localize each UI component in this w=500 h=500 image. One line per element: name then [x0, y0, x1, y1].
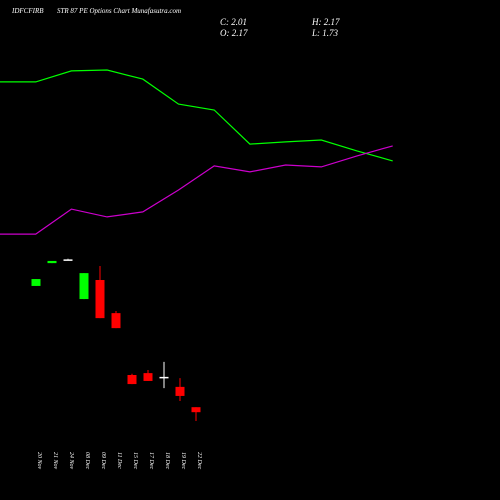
candle-body — [159, 376, 169, 379]
ohlc-label: L: 1.73 — [311, 28, 339, 38]
x-tick-label: 15 Dec — [132, 452, 138, 469]
x-tick-label: 19 Dec — [180, 452, 186, 469]
x-tick-label: 22 Dec — [196, 452, 202, 469]
x-tick-label: 24 Nov — [68, 452, 75, 470]
candle-body — [47, 260, 57, 264]
x-tick-label: 11 Dec — [116, 452, 122, 469]
ohlc-label: O: 2.17 — [220, 28, 248, 38]
chart-subtitle: STR 87 PE Options Chart Munafasutra.com — [57, 7, 181, 15]
x-tick-label: 20 Nov — [36, 452, 42, 470]
candle-body — [95, 280, 105, 319]
ohlc-label: H: 2.17 — [311, 17, 340, 27]
chart-title: IDFCFIRB — [11, 7, 44, 15]
indicator-line — [0, 69, 393, 162]
x-tick-label: 08 Dec — [84, 452, 90, 469]
x-tick-label: 17 Dec — [148, 452, 154, 469]
x-tick-label: 09 Dec — [100, 452, 106, 469]
x-tick-label: 21 Nov — [52, 452, 58, 470]
candle-body — [63, 259, 73, 261]
indicator-line — [0, 145, 393, 235]
candle-body — [191, 407, 201, 413]
candle-body — [127, 375, 137, 385]
x-tick-label: 18 Dec — [164, 452, 170, 469]
candle-body — [79, 273, 89, 300]
candle-body — [111, 313, 121, 329]
candle-body — [31, 279, 41, 286]
ohlc-label: C: 2.01 — [220, 17, 247, 27]
candle-body — [175, 386, 185, 396]
candle-body — [143, 373, 153, 381]
